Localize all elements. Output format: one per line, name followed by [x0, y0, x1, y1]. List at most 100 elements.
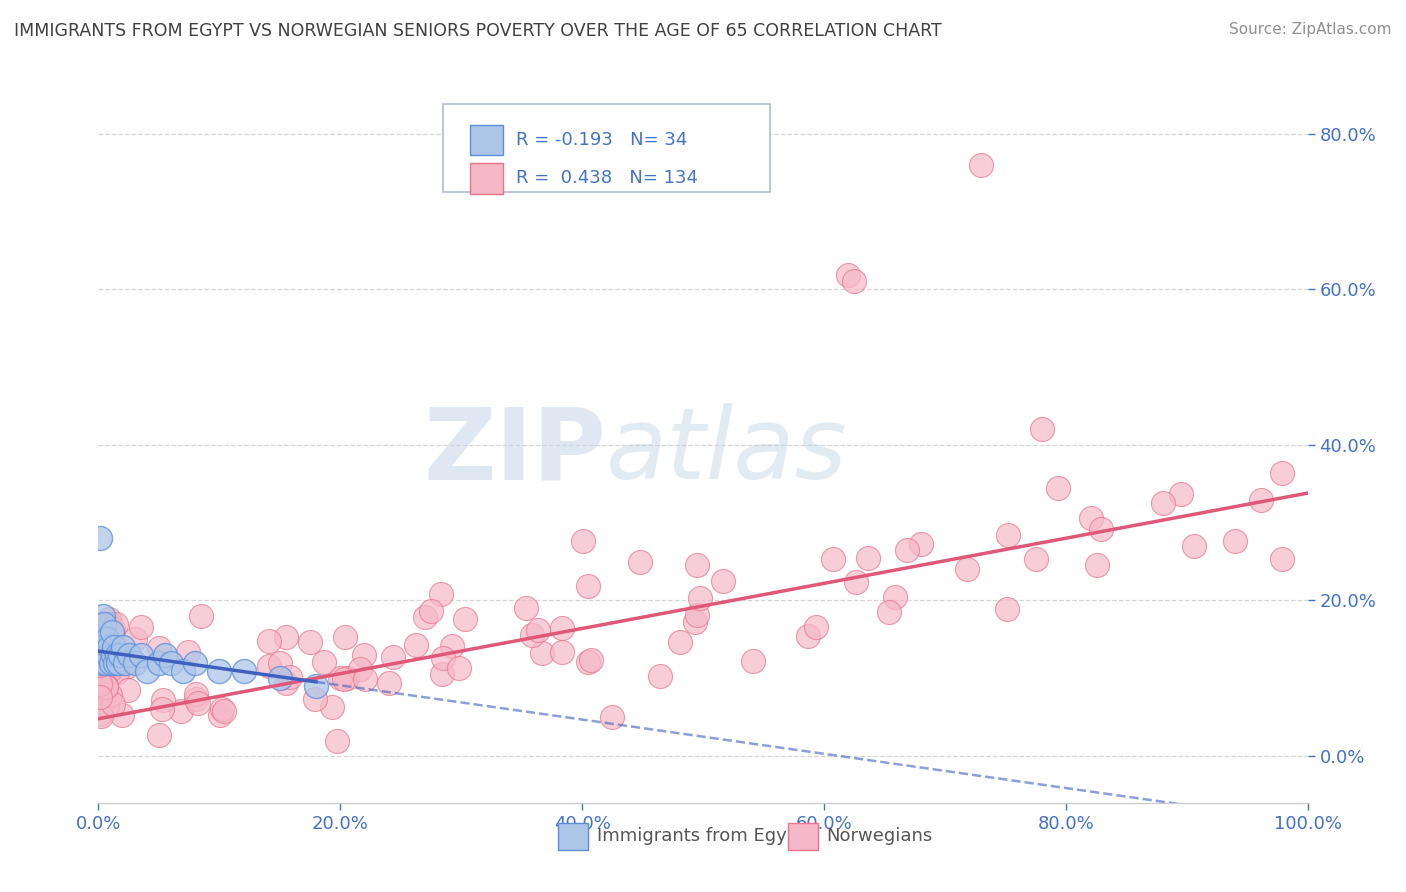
Point	[269, 671, 291, 685]
Point	[91, 656, 114, 670]
Point	[354, 672, 377, 686]
Point	[184, 656, 207, 670]
Point	[648, 668, 671, 682]
Point	[823, 552, 845, 566]
Point	[91, 624, 114, 639]
Point	[169, 704, 191, 718]
Point	[103, 640, 125, 655]
Point	[970, 158, 993, 172]
Point	[91, 630, 114, 644]
Point	[93, 616, 115, 631]
Point	[187, 696, 209, 710]
Point	[856, 551, 879, 566]
Point	[135, 664, 157, 678]
Point	[107, 656, 129, 670]
Point	[148, 656, 170, 670]
Point	[108, 648, 131, 662]
Point	[94, 635, 117, 649]
Point	[124, 656, 146, 670]
Point	[90, 640, 112, 655]
Point	[118, 648, 141, 662]
Point	[405, 638, 427, 652]
Point	[148, 727, 170, 741]
Text: IMMIGRANTS FROM EGYPT VS NORWEGIAN SENIORS POVERTY OVER THE AGE OF 65 CORRELATIO: IMMIGRANTS FROM EGYPT VS NORWEGIAN SENIO…	[14, 22, 942, 40]
Point	[837, 268, 859, 283]
Point	[111, 707, 134, 722]
Point	[305, 679, 328, 693]
Point	[551, 645, 574, 659]
Point	[304, 692, 326, 706]
Point	[89, 688, 111, 702]
Point	[432, 650, 454, 665]
Point	[1182, 539, 1205, 553]
Point	[429, 587, 451, 601]
Point	[108, 649, 131, 664]
Point	[269, 656, 291, 670]
Point	[997, 528, 1019, 542]
Point	[212, 704, 235, 718]
Point	[90, 697, 112, 711]
Text: atlas: atlas	[606, 403, 848, 500]
Point	[124, 632, 146, 647]
Point	[336, 672, 359, 686]
Point	[600, 709, 623, 723]
Bar	[470, 125, 503, 155]
Point	[576, 655, 599, 669]
Point	[515, 600, 537, 615]
Point	[910, 536, 932, 550]
Point	[103, 698, 125, 712]
Point	[114, 659, 136, 673]
Point	[91, 609, 114, 624]
Point	[104, 617, 127, 632]
Text: R = -0.193   N= 34: R = -0.193 N= 34	[516, 131, 688, 149]
Point	[89, 707, 111, 722]
Point	[844, 275, 866, 289]
Point	[93, 646, 115, 660]
Point	[686, 558, 709, 573]
Point	[89, 531, 111, 545]
Point	[1031, 422, 1053, 436]
Point	[1090, 522, 1112, 536]
Point	[579, 653, 602, 667]
Text: Source: ZipAtlas.com: Source: ZipAtlas.com	[1229, 22, 1392, 37]
Point	[741, 654, 763, 668]
Point	[90, 709, 112, 723]
Point	[211, 702, 233, 716]
Point	[89, 677, 111, 691]
Point	[276, 630, 298, 644]
Point	[89, 648, 111, 663]
Point	[129, 620, 152, 634]
Point	[531, 646, 554, 660]
Point	[669, 635, 692, 649]
Point	[184, 692, 207, 706]
Point	[1170, 487, 1192, 501]
Text: ZIP: ZIP	[423, 403, 606, 500]
Point	[333, 630, 356, 644]
Point	[419, 604, 441, 618]
Point	[877, 605, 900, 619]
Point	[232, 664, 254, 678]
Point	[186, 687, 208, 701]
Bar	[558, 822, 588, 850]
Point	[97, 665, 120, 679]
Point	[278, 670, 301, 684]
Point	[104, 656, 127, 670]
Point	[321, 699, 343, 714]
Point	[1025, 552, 1047, 566]
Point	[94, 667, 117, 681]
Point	[94, 681, 117, 695]
Point	[153, 648, 176, 662]
Point	[995, 602, 1018, 616]
Point	[93, 677, 115, 691]
Point	[100, 656, 122, 670]
Point	[190, 609, 212, 624]
Point	[98, 640, 121, 655]
Point	[94, 646, 117, 660]
Point	[105, 648, 128, 662]
Point	[114, 656, 136, 670]
Point	[520, 627, 543, 641]
Point	[430, 666, 453, 681]
Point	[101, 648, 124, 662]
Point	[101, 622, 124, 636]
Point	[956, 562, 979, 576]
